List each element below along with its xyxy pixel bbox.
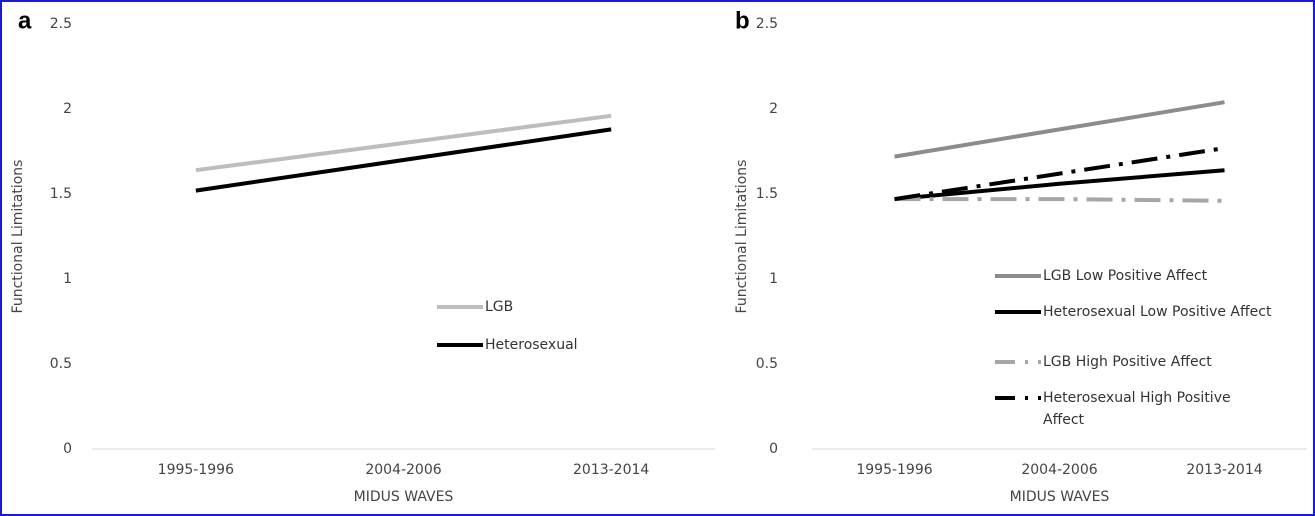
- x-tick-label: 1995-1996: [856, 462, 932, 478]
- y-tick-label: 0: [63, 441, 72, 457]
- y-tick-label: 2: [63, 101, 72, 117]
- legend-label: Heterosexual Low Positive Affect: [1043, 304, 1272, 320]
- legend-item: Heterosexual Low Positive Affect: [1043, 304, 1272, 320]
- legend-label: LGB Low Positive Affect: [1043, 268, 1208, 284]
- series-line: [195, 127, 612, 193]
- legend-item: LGB High Positive Affect: [1043, 354, 1212, 370]
- series-line: [894, 197, 1225, 203]
- legend-item: Heterosexual: [485, 337, 578, 353]
- series-line: [894, 100, 1225, 159]
- legend-label: LGB High Positive Affect: [1043, 354, 1212, 370]
- y-tick-label: 0: [769, 441, 778, 457]
- panel-label: a: [18, 7, 32, 34]
- y-tick-label: 2.5: [50, 16, 72, 32]
- series-line: [894, 146, 1225, 202]
- y-tick-label: 1.5: [756, 186, 778, 202]
- legend-item: Heterosexual High Positive Affect: [1043, 390, 1231, 428]
- series-line: [894, 168, 1225, 202]
- x-tick-label: 2004-2006: [365, 462, 441, 478]
- legend-item: LGB: [485, 299, 514, 315]
- y-tick-label: 1: [63, 271, 72, 287]
- x-tick-label: 1995-1996: [158, 462, 234, 478]
- series-line: [195, 113, 612, 173]
- y-tick-label: 1.5: [50, 186, 72, 202]
- legend-label: LGB: [485, 299, 514, 315]
- y-tick-label: 1: [769, 271, 778, 287]
- y-axis-title: Functional Limitations: [734, 160, 750, 314]
- y-tick-label: 2.5: [756, 16, 778, 32]
- x-tick-label: 2004-2006: [1021, 462, 1097, 478]
- x-axis-title: MIDUS WAVES: [1010, 489, 1110, 505]
- legend-label: Heterosexual High Positive Affect: [1043, 390, 1231, 428]
- legend-label: Heterosexual: [485, 337, 578, 353]
- x-tick-label: 2013-2014: [1186, 462, 1262, 478]
- y-tick-label: 2: [769, 101, 778, 117]
- y-axis-title: Functional Limitations: [10, 160, 26, 314]
- y-tick-label: 0.5: [50, 356, 72, 372]
- x-axis-title: MIDUS WAVES: [354, 489, 454, 505]
- legend-item: LGB Low Positive Affect: [1043, 268, 1208, 284]
- panel-label: b: [735, 7, 750, 34]
- x-tick-label: 2013-2014: [573, 462, 649, 478]
- y-tick-label: 0.5: [756, 356, 778, 372]
